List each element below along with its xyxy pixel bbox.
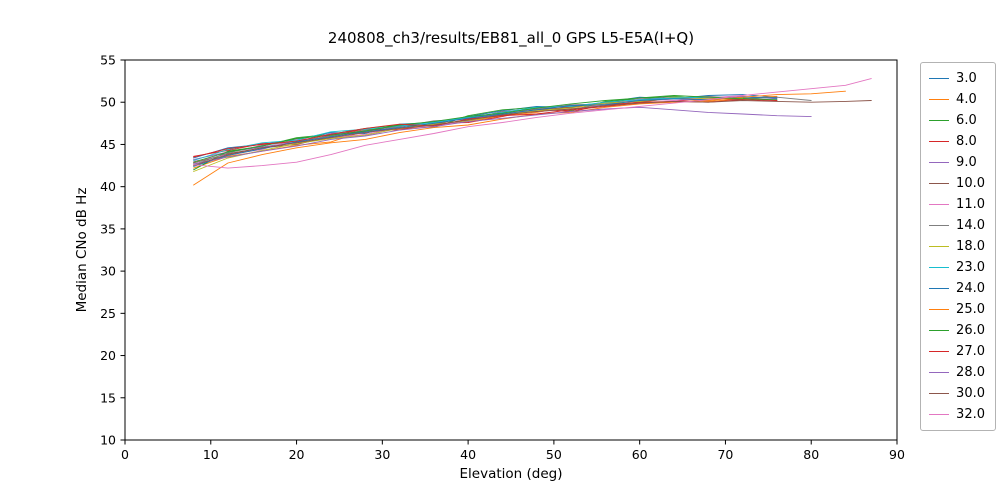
legend-line-swatch xyxy=(929,267,950,268)
legend-line-swatch xyxy=(929,141,950,142)
y-tick-label: 40 xyxy=(100,179,116,194)
y-tick-label: 25 xyxy=(100,306,116,321)
legend-line-swatch xyxy=(929,183,950,184)
legend-label: 28.0 xyxy=(956,365,985,380)
legend-item: 18.0 xyxy=(929,236,985,257)
series-line-26.0 xyxy=(193,95,778,163)
legend-line-swatch xyxy=(929,162,950,163)
legend-item: 30.0 xyxy=(929,383,985,404)
legend-line-swatch xyxy=(929,225,950,226)
legend-item: 3.0 xyxy=(929,68,985,89)
legend-label: 14.0 xyxy=(956,218,985,233)
legend-line-swatch xyxy=(929,288,950,289)
legend-item: 14.0 xyxy=(929,215,985,236)
legend-label: 23.0 xyxy=(956,260,985,275)
y-tick-label: 55 xyxy=(100,53,116,68)
legend-line-swatch xyxy=(929,309,950,310)
y-tick-label: 50 xyxy=(100,95,116,110)
series-line-28.0 xyxy=(193,106,812,165)
legend-item: 9.0 xyxy=(929,152,985,173)
legend-line-swatch xyxy=(929,351,950,352)
x-tick-label: 90 xyxy=(889,447,905,462)
y-tick-label: 35 xyxy=(100,221,116,236)
x-axis-label: Elevation (deg) xyxy=(459,466,563,482)
legend-label: 9.0 xyxy=(956,155,977,170)
legend-line-swatch xyxy=(929,372,950,373)
x-tick-label: 20 xyxy=(289,447,305,462)
legend-label: 18.0 xyxy=(956,239,985,254)
legend-line-swatch xyxy=(929,120,950,121)
series-line-23.0 xyxy=(193,96,709,161)
series-line-25.0 xyxy=(193,90,846,186)
legend-item: 26.0 xyxy=(929,320,985,341)
legend-label: 26.0 xyxy=(956,323,985,338)
series-line-4.0 xyxy=(193,95,778,169)
series-line-32.0 xyxy=(193,78,872,169)
x-tick-label: 70 xyxy=(717,447,733,462)
legend-item: 24.0 xyxy=(929,278,985,299)
y-tick-label: 30 xyxy=(100,264,116,279)
x-tick-label: 80 xyxy=(803,447,819,462)
legend-label: 4.0 xyxy=(956,92,977,107)
legend-line-swatch xyxy=(929,330,950,331)
series-line-6.0 xyxy=(193,95,778,171)
legend-line-swatch xyxy=(929,99,950,100)
legend-item: 8.0 xyxy=(929,131,985,152)
legend-line-swatch xyxy=(929,393,950,394)
x-tick-label: 0 xyxy=(121,447,129,462)
legend-item: 10.0 xyxy=(929,173,985,194)
legend-item: 4.0 xyxy=(929,89,985,110)
legend-label: 11.0 xyxy=(956,197,985,212)
legend: 3.0 4.0 6.0 8.0 9.0 10.0 11.0 14.0 18.0 23.0 24.0 2… xyxy=(920,62,996,431)
legend-line-swatch xyxy=(929,246,950,247)
y-tick-label: 10 xyxy=(100,433,116,448)
y-tick-label: 15 xyxy=(100,390,116,405)
x-tick-label: 50 xyxy=(546,447,562,462)
series-line-18.0 xyxy=(193,96,744,172)
legend-line-swatch xyxy=(929,78,950,79)
legend-item: 25.0 xyxy=(929,299,985,320)
legend-line-swatch xyxy=(929,414,950,415)
series-line-9.0 xyxy=(193,95,778,161)
legend-item: 28.0 xyxy=(929,362,985,383)
chart-title: 240808_ch3/results/EB81_all_0 GPS L5-E5A… xyxy=(327,29,695,47)
legend-item: 6.0 xyxy=(929,110,985,131)
x-tick-label: 30 xyxy=(374,447,390,462)
legend-label: 25.0 xyxy=(956,302,985,317)
x-tick-label: 60 xyxy=(632,447,648,462)
legend-item: 23.0 xyxy=(929,257,985,278)
y-tick-label: 20 xyxy=(100,348,116,363)
series-line-30.0 xyxy=(193,100,872,167)
legend-item: 11.0 xyxy=(929,194,985,215)
x-tick-label: 10 xyxy=(203,447,219,462)
legend-label: 8.0 xyxy=(956,134,977,149)
y-tick-label: 45 xyxy=(100,137,116,152)
legend-label: 27.0 xyxy=(956,344,985,359)
legend-item: 32.0 xyxy=(929,404,985,425)
legend-label: 10.0 xyxy=(956,176,985,191)
legend-item: 27.0 xyxy=(929,341,985,362)
x-tick-label: 40 xyxy=(460,447,476,462)
legend-line-swatch xyxy=(929,204,950,205)
legend-label: 3.0 xyxy=(956,71,977,86)
legend-label: 24.0 xyxy=(956,281,985,296)
plot-frame xyxy=(124,59,898,441)
series-line-10.0 xyxy=(193,96,744,164)
legend-label: 30.0 xyxy=(956,386,985,401)
series-line-24.0 xyxy=(193,96,778,167)
legend-label: 32.0 xyxy=(956,407,985,422)
legend-label: 6.0 xyxy=(956,113,977,128)
series-line-14.0 xyxy=(193,95,812,166)
